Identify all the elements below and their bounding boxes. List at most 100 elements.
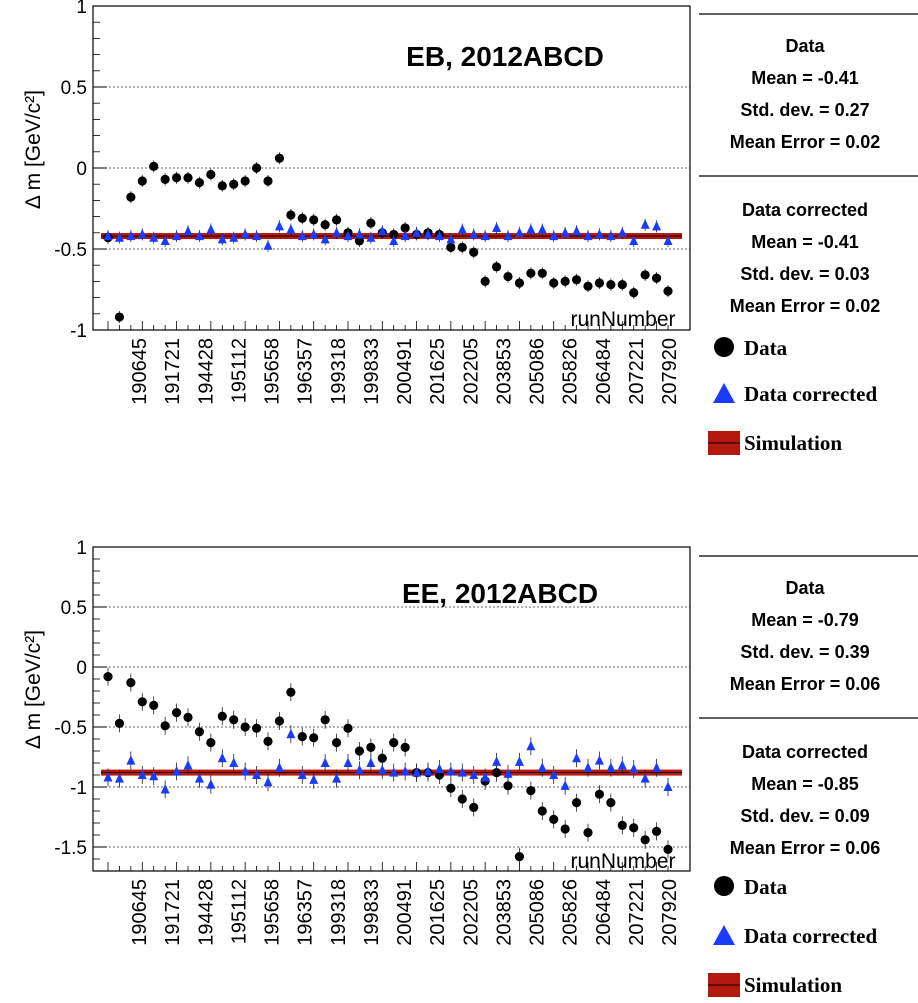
data-point [149, 161, 159, 171]
y-tick-label: 1 [76, 538, 87, 559]
y-axis-label: Δ m [GeV/c²] [22, 630, 45, 749]
data-corrected-point [663, 235, 673, 245]
data-point [217, 711, 227, 721]
data-corrected-point [629, 763, 639, 774]
data-corrected-point [480, 230, 490, 241]
data-corrected-point [354, 764, 364, 775]
data-corrected-point [309, 774, 319, 784]
data-corrected-point [412, 227, 422, 237]
data-point [560, 824, 570, 834]
data-point [651, 273, 662, 283]
plot-frame [92, 546, 691, 872]
legend-corrected-label: Data corrected [744, 924, 877, 948]
data-point [286, 210, 296, 220]
data-point [251, 723, 262, 733]
x-axis-label: runNumber [570, 308, 675, 331]
data-corrected-point [423, 766, 433, 776]
data-corrected-point [549, 769, 559, 780]
y-tick-label: -0.5 [54, 240, 87, 261]
data-point [114, 312, 125, 322]
data-point [137, 697, 147, 707]
data-point [571, 275, 582, 285]
data-point [389, 229, 399, 240]
data-point [549, 814, 559, 825]
data-corrected-point [149, 770, 159, 781]
data-point [640, 835, 650, 845]
data-point [606, 798, 616, 808]
data-corrected-point [343, 757, 353, 768]
data-corrected-point [617, 760, 627, 770]
data-corrected-point [183, 225, 193, 236]
data-point [149, 700, 159, 711]
data-point [571, 798, 582, 808]
data-corrected-point [103, 772, 113, 782]
data-corrected-point [469, 769, 479, 780]
data-corrected-point [537, 224, 547, 234]
stats-data-err: Mean Error = 0.06 [730, 674, 881, 694]
x-tick-label: 199318 [328, 338, 350, 405]
x-tick-label: 199833 [361, 879, 383, 946]
data-point [526, 268, 536, 278]
data-corrected-point [263, 776, 273, 787]
x-tick-label: 205826 [560, 879, 582, 946]
data-point [583, 281, 593, 291]
stats-corrected-std: Std. dev. = 0.09 [740, 806, 869, 826]
data-corrected-point [332, 773, 342, 783]
stats-data-mean: Mean = -0.41 [751, 68, 859, 88]
data-corrected-point [126, 755, 136, 765]
legend-data-marker [714, 876, 734, 896]
data-point [309, 215, 319, 225]
data-corrected-point [240, 229, 250, 239]
data-corrected-point [297, 230, 307, 241]
data-point [126, 678, 136, 688]
data-corrected-point [286, 728, 296, 739]
data-point [194, 727, 205, 737]
x-tick-label: 207920 [659, 879, 681, 946]
x-tick-label: 205086 [527, 338, 549, 405]
data-point [183, 173, 193, 183]
data-corrected-point [263, 240, 273, 250]
data-point [229, 715, 239, 725]
data-point [206, 169, 216, 180]
data-corrected-point [492, 222, 502, 232]
data-point [617, 820, 627, 831]
stats-data-header: Data [785, 36, 825, 56]
x-tick-label: 190645 [129, 879, 151, 946]
stats-data-std: Std. dev. = 0.39 [740, 642, 869, 662]
y-tick-label: 0 [76, 658, 87, 679]
data-corrected-point [137, 229, 147, 239]
data-corrected-point [149, 232, 159, 242]
data-point [469, 247, 479, 257]
data-corrected-point [343, 230, 353, 241]
data-point [103, 672, 113, 682]
data-corrected-point [572, 225, 582, 236]
data-corrected-point [160, 784, 170, 794]
data-corrected-point [503, 230, 513, 241]
stats-corrected-std: Std. dev. = 0.03 [740, 264, 869, 284]
data-corrected-point [206, 779, 216, 789]
data-point [491, 768, 502, 778]
data-corrected-point [617, 227, 627, 237]
data-corrected-point [217, 752, 227, 763]
data-point [480, 276, 490, 286]
data-corrected-point [652, 762, 662, 772]
data-point [389, 738, 399, 748]
x-tick-label: 199318 [328, 879, 350, 946]
data-corrected-point [400, 230, 410, 241]
data-point [503, 781, 513, 791]
x-tick-label: 195658 [262, 879, 284, 946]
data-corrected-point [446, 233, 456, 244]
data-corrected-point [286, 224, 296, 234]
legend-data-label: Data [744, 336, 788, 360]
data-corrected-point [446, 766, 456, 776]
data-corrected-point [629, 235, 639, 245]
data-point [446, 783, 456, 793]
data-corrected-point [103, 230, 113, 241]
data-point [183, 712, 193, 723]
data-point [354, 746, 365, 756]
x-tick-label: 194428 [195, 338, 217, 405]
data-corrected-point [366, 757, 376, 768]
x-tick-label: 206484 [593, 338, 615, 405]
data-point [263, 736, 273, 747]
data-corrected-point [252, 769, 262, 780]
